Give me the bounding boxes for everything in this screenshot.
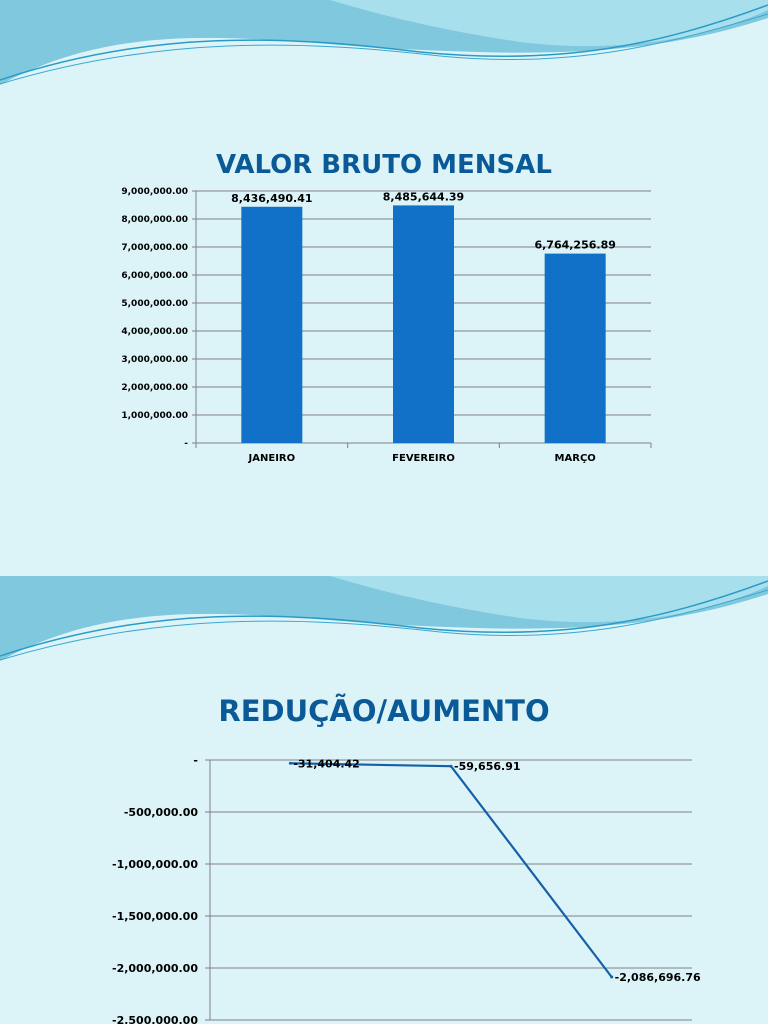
data-point xyxy=(288,761,292,765)
y-tick-label: -2,000,000.00 xyxy=(112,962,198,975)
y-tick-label: 8,000,000.00 xyxy=(121,215,188,225)
y-tick-label: -500,000.00 xyxy=(124,806,198,819)
y-tick-label: 2,000,000.00 xyxy=(121,383,188,393)
data-point xyxy=(610,975,614,979)
data-label: -2,086,696.76 xyxy=(615,971,701,984)
x-tick-label: JANEIRO xyxy=(248,453,296,464)
series-line xyxy=(290,762,613,978)
slide-valor-bruto: VALOR BRUTO MENSAL - 1,000,000.00 2,000,00… xyxy=(0,0,768,464)
data-label: 6,764,256.89 xyxy=(534,239,615,252)
data-label: -59,656.91 xyxy=(454,760,521,773)
y-tick-label: 1,000,000.00 xyxy=(121,411,188,421)
y-tick-label: 5,000,000.00 xyxy=(121,299,188,309)
decorative-wave-header xyxy=(0,0,768,85)
y-tick-label: 9,000,000.00 xyxy=(121,187,188,197)
data-label: -31,404.42 xyxy=(293,757,360,770)
bar xyxy=(393,205,454,443)
y-tick-label: 4,000,000.00 xyxy=(121,327,188,337)
y-tick-label: 3,000,000.00 xyxy=(121,355,188,365)
line-chart: - -500,000.00 -1,000,000.00 -1,500,000.00 -2… xyxy=(112,754,701,1024)
chart-title: VALOR BRUTO MENSAL xyxy=(216,150,552,180)
y-tick-label: - xyxy=(184,439,188,449)
bar-chart: - 1,000,000.00 2,000,000.00 3,000,000.00 4,0… xyxy=(121,187,652,464)
x-tick-label: FEVEREIRO xyxy=(392,453,455,464)
y-tick-label: 6,000,000.00 xyxy=(121,271,188,281)
data-label: 8,485,644.39 xyxy=(383,190,464,203)
data-point xyxy=(449,764,453,768)
bar xyxy=(241,206,303,443)
y-tick-label: -2,500,000.00 xyxy=(112,1014,198,1024)
y-tick-label: 7,000,000.00 xyxy=(121,243,188,253)
x-tick-label: MARÇO xyxy=(555,453,596,464)
data-label: 8,436,490.41 xyxy=(231,192,312,205)
y-tick-label: - xyxy=(193,754,198,767)
y-tick-label: -1,000,000.00 xyxy=(112,858,198,871)
decorative-wave-header xyxy=(0,576,768,661)
slide-reducao-aumento: REDUÇÃO/AUMENTO - -500,000.00 -1,000,000.0… xyxy=(0,576,768,1024)
bar xyxy=(544,253,606,443)
chart-title: REDUÇÃO/AUMENTO xyxy=(218,694,550,728)
y-tick-label: -1,500,000.00 xyxy=(112,910,198,923)
